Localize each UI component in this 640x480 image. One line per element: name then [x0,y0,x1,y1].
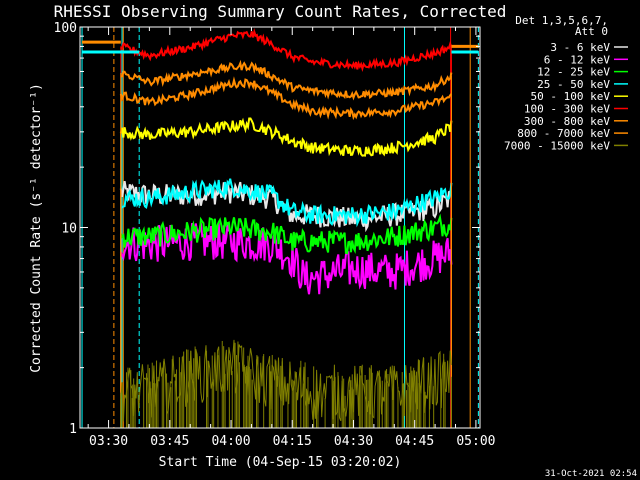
legend-label: 25 - 50 keV [537,78,610,91]
series-line [120,28,453,72]
x-tick-label: 04:45 [395,434,434,449]
series-line [119,213,453,255]
x-axis-label: Start Time (04-Sep-15 03:20:02) [159,455,402,470]
x-tick-label: 05:00 [456,434,495,449]
x-tick-label: 04:00 [211,434,250,449]
series-line [119,76,453,121]
series-line [120,178,453,228]
chart-title: RHESSI Observing Summary Count Rates, Co… [54,2,507,21]
series-line [120,339,452,422]
legend-label: 100 - 300 keV [524,103,610,116]
series-line [119,222,453,295]
legend-label: 7000 - 15000 keV [504,139,610,152]
y-tick-label: 1 [69,422,77,437]
series-spikes [120,340,446,428]
x-tick-label: 03:45 [150,434,189,449]
series-layer [119,28,453,428]
legend-label: 800 - 7000 keV [517,127,610,140]
legend-label: 50 - 100 keV [531,90,611,103]
legend-label: 6 - 12 keV [544,53,611,66]
legend-label: 12 - 25 keV [537,66,610,79]
x-tick-label: 04:15 [273,434,312,449]
y-tick-label: 10 [61,222,77,237]
legend-header: Att 0 [575,25,608,38]
flag-lines [82,40,479,54]
series-line [119,117,453,157]
y-tick-label: 100 [54,21,77,36]
axes: 03:30 03:45 04:00 04:15 04:30 04:45 05:00 1 10 10… [54,21,496,449]
x-tick-label: 03:30 [89,434,128,449]
legend-header: Det 1,3,5,6,7, [515,14,608,27]
footer-date: 31-Oct-2021 02:54 [545,469,637,479]
legend-label: 3 - 6 keV [550,41,610,54]
series-trace [120,59,453,428]
legend-label: 300 - 800 keV [524,115,610,128]
x-tick-label: 04:30 [334,434,373,449]
series-line [120,59,453,101]
y-axis-label: Corrected Count Rate (s⁻¹ detector⁻¹) [29,83,44,373]
